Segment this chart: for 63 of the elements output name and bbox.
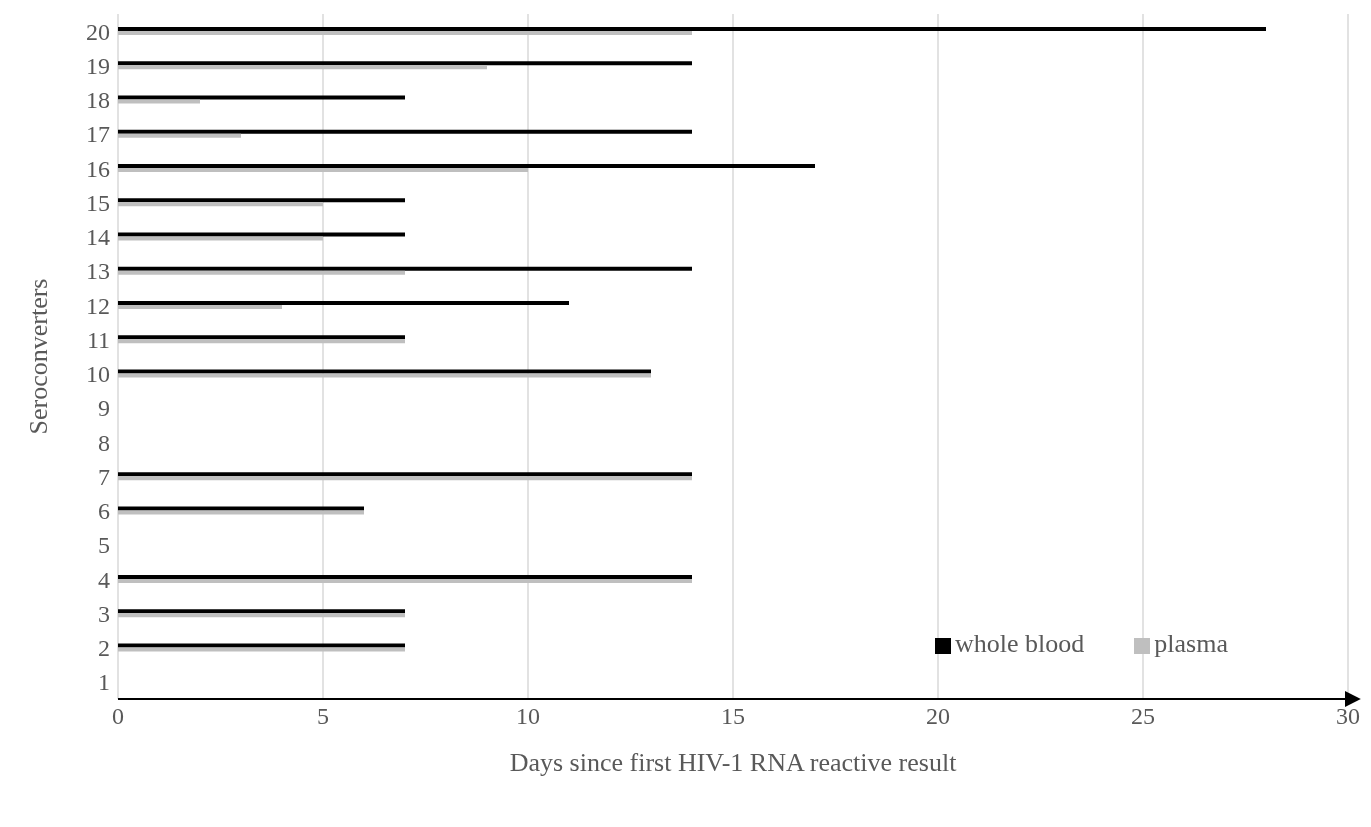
- bar: [118, 305, 282, 310]
- bar: [118, 373, 651, 378]
- bar: [118, 510, 364, 515]
- bar: [118, 133, 241, 138]
- x-axis-title: Days since first HIV-1 RNA reactive result: [509, 748, 958, 777]
- bar: [118, 472, 692, 477]
- bar: [118, 95, 405, 100]
- bar: [118, 575, 692, 580]
- bar: [118, 266, 692, 271]
- x-tick-label: 5: [317, 703, 329, 730]
- bar: [118, 61, 692, 66]
- bar: [118, 164, 815, 169]
- bar: [118, 236, 323, 241]
- y-tick-label: 19: [86, 52, 110, 79]
- y-tick-label: 18: [86, 87, 110, 114]
- bar: [118, 613, 405, 618]
- bar: [118, 168, 528, 173]
- y-tick-label: 1: [98, 669, 110, 696]
- x-tick-label: 10: [516, 703, 540, 730]
- x-tick-label: 20: [926, 703, 950, 730]
- bar: [118, 202, 323, 207]
- bar: [118, 609, 405, 614]
- bar: [118, 31, 692, 36]
- bar: [118, 647, 405, 652]
- y-tick-label: 20: [86, 18, 110, 45]
- bar: [118, 506, 364, 511]
- y-tick-label: 4: [98, 566, 110, 593]
- y-tick-label: 9: [98, 395, 110, 422]
- y-tick-label: 12: [86, 292, 110, 319]
- legend-label: plasma: [1154, 629, 1228, 658]
- bar: [118, 643, 405, 648]
- bar: [118, 301, 569, 306]
- y-tick-label: 7: [98, 463, 110, 490]
- y-tick-label: 5: [98, 532, 110, 559]
- y-tick-label: 14: [86, 224, 110, 251]
- y-tick-label: 16: [86, 155, 110, 182]
- x-tick-label: 30: [1336, 703, 1360, 730]
- bar: [118, 339, 405, 344]
- bar: [118, 27, 1266, 32]
- y-tick-label: 17: [86, 121, 110, 148]
- y-axis-title: Seroconverters: [24, 278, 54, 435]
- y-tick-label: 3: [98, 600, 110, 627]
- bar: [118, 99, 200, 104]
- x-tick-label: 0: [112, 703, 124, 730]
- x-tick-label: 25: [1131, 703, 1155, 730]
- y-tick-label: 6: [98, 498, 110, 525]
- y-tick-label: 10: [86, 361, 110, 388]
- bar: [118, 369, 651, 374]
- y-tick-label: 15: [86, 189, 110, 216]
- bar: [118, 476, 692, 481]
- y-tick-label: 8: [98, 429, 110, 456]
- y-tick-label: 2: [98, 635, 110, 662]
- y-tick-label: 11: [86, 326, 110, 353]
- bar: [118, 270, 405, 275]
- x-tick-label: 15: [721, 703, 745, 730]
- bar: [118, 65, 487, 70]
- bar: [118, 129, 692, 134]
- y-tick-label: 13: [86, 258, 110, 285]
- legend-label: whole blood: [955, 629, 1085, 658]
- bar: [118, 232, 405, 237]
- bar: [118, 198, 405, 203]
- bar: [118, 579, 692, 584]
- bar: [118, 335, 405, 340]
